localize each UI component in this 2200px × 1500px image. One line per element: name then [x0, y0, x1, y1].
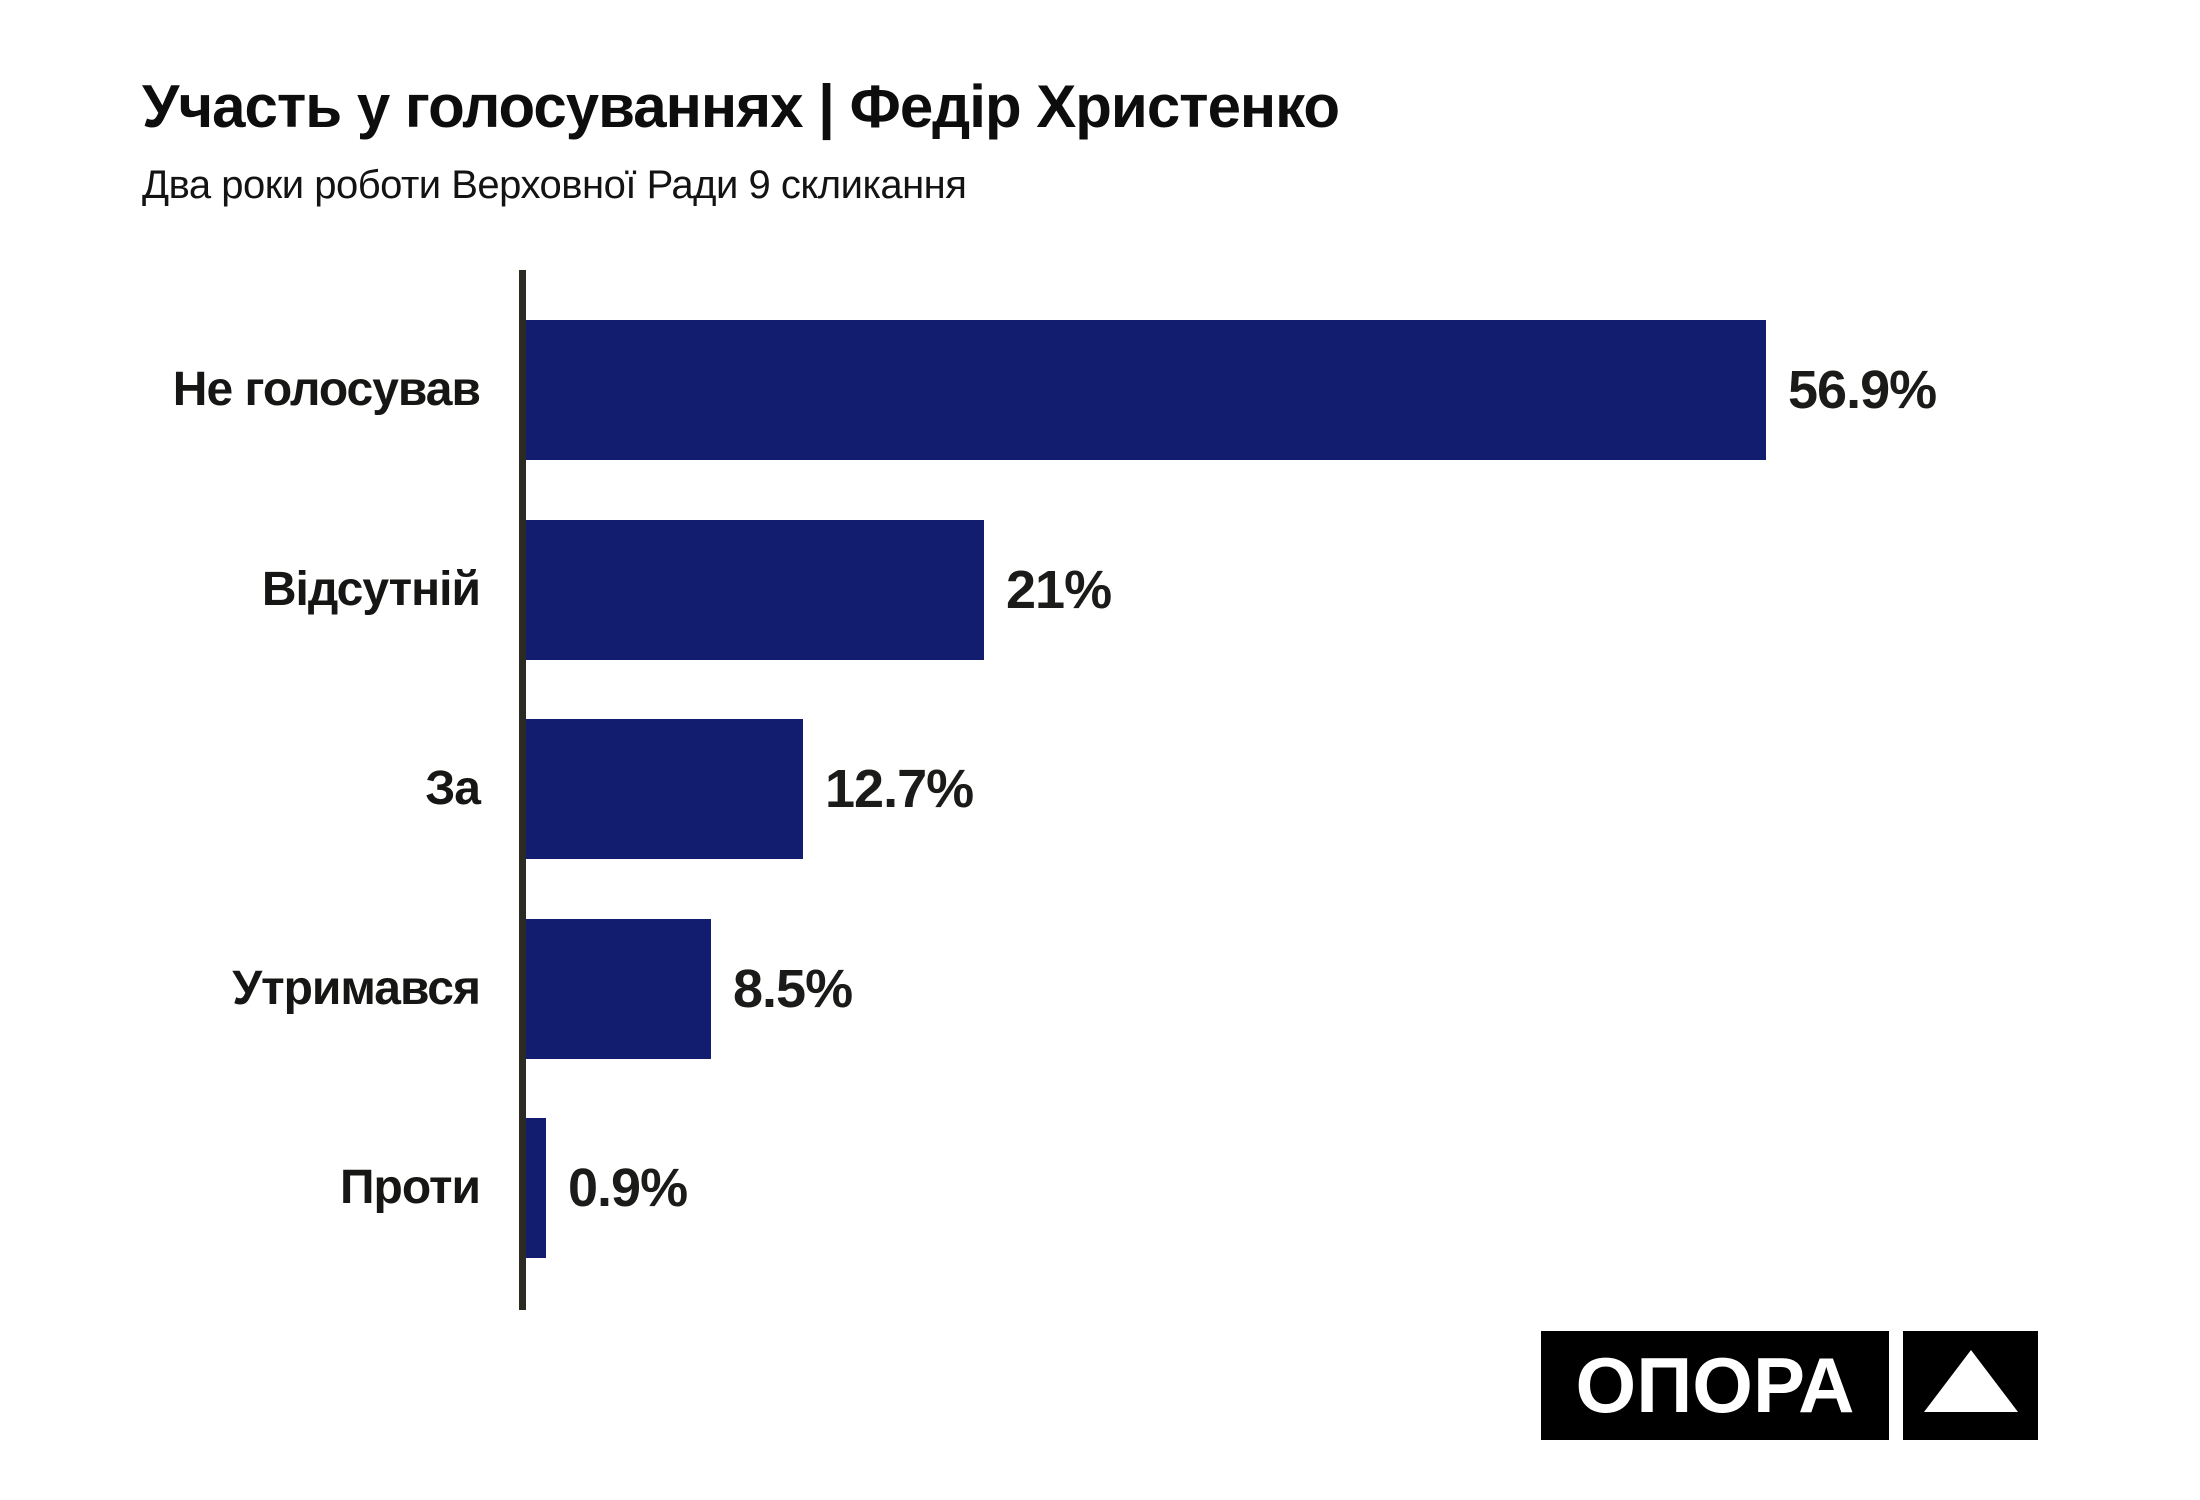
- chart-row: Відсутній 21%: [0, 520, 2200, 660]
- value-label: 0.9%: [568, 1158, 688, 1218]
- logo-square: [1903, 1331, 2038, 1440]
- chart-row: Не голосував 56.9%: [0, 320, 2200, 460]
- y-axis-line: [519, 270, 526, 1310]
- logo-divider: [1889, 1331, 1903, 1440]
- category-label: Проти: [340, 1161, 481, 1214]
- bar: [526, 1118, 546, 1258]
- category-label: Відсутній: [261, 563, 481, 616]
- opora-logo-text: ОПОРА: [1541, 1331, 1889, 1440]
- bar: [526, 719, 803, 859]
- value-label: 56.9%: [1788, 360, 1937, 420]
- value-label: 12.7%: [825, 759, 974, 819]
- category-label: За: [425, 762, 481, 815]
- value-label: 21%: [1006, 560, 1112, 620]
- category-label: Утримався: [232, 962, 481, 1015]
- chart-row: За 12.7%: [0, 719, 2200, 859]
- bar: [526, 919, 711, 1059]
- opora-logo: ОПОРА: [1541, 1331, 2038, 1440]
- triangle-icon: [1923, 1349, 2018, 1412]
- chart-row: Проти 0.9%: [0, 1118, 2200, 1258]
- value-label: 8.5%: [733, 959, 853, 1019]
- bar: [526, 520, 984, 660]
- chart-row: Утримався 8.5%: [0, 919, 2200, 1059]
- category-label: Не голосував: [172, 363, 481, 416]
- chart-subtitle: Два роки роботи Верховної Ради 9 скликан…: [142, 163, 967, 207]
- bar: [526, 320, 1766, 460]
- chart-title: Участь у голосуваннях | Федір Христенко: [142, 73, 1340, 140]
